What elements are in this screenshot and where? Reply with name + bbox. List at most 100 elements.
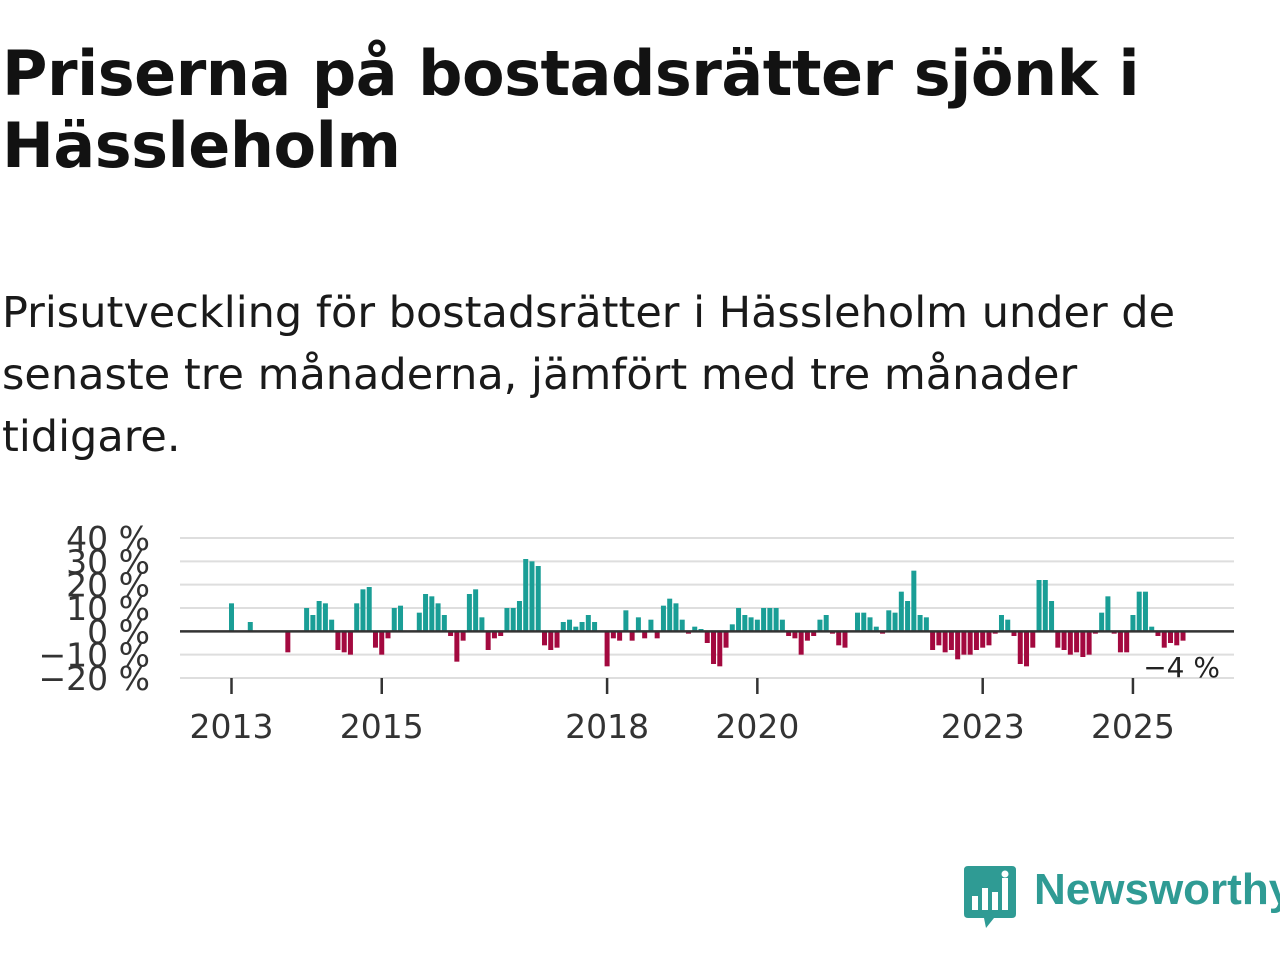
bar xyxy=(1080,631,1086,657)
bar xyxy=(742,615,748,632)
bar xyxy=(1124,631,1130,653)
bar xyxy=(391,608,397,632)
bar xyxy=(567,619,573,632)
bar xyxy=(623,610,629,632)
x-tick-label: 2023 xyxy=(941,707,1025,746)
bar xyxy=(560,622,566,632)
bar xyxy=(354,603,360,632)
bar xyxy=(579,622,585,632)
bar xyxy=(1011,631,1017,636)
bar xyxy=(648,619,654,632)
bar xyxy=(441,615,447,632)
bar xyxy=(836,631,842,646)
bar xyxy=(473,589,479,632)
bar xyxy=(1055,631,1061,648)
bar xyxy=(479,617,485,632)
bar xyxy=(1136,591,1142,632)
bar xyxy=(1099,612,1105,632)
bar xyxy=(855,612,860,632)
bar xyxy=(642,631,648,639)
bar xyxy=(1005,619,1011,632)
bar xyxy=(510,608,516,632)
bar xyxy=(704,631,710,643)
bar xyxy=(1049,601,1055,632)
bar xyxy=(592,622,598,632)
bar xyxy=(347,631,353,655)
x-tick-label: 2015 xyxy=(340,707,424,746)
bar xyxy=(448,631,454,636)
bar xyxy=(423,594,429,632)
bar xyxy=(717,631,723,667)
bar xyxy=(429,596,435,632)
bar xyxy=(861,612,867,632)
bar xyxy=(329,619,335,632)
chart-title: Priserna på bostadsrätter sjönk i Hässle… xyxy=(2,37,1140,182)
bar xyxy=(804,631,810,641)
bar xyxy=(385,631,391,639)
bar xyxy=(779,619,785,632)
bar xyxy=(961,631,967,655)
bar xyxy=(1074,631,1080,653)
bar xyxy=(886,610,892,632)
bar xyxy=(310,615,316,632)
bar xyxy=(372,631,378,648)
bar xyxy=(1168,631,1173,643)
bar xyxy=(229,603,234,632)
bar xyxy=(873,626,879,632)
bar xyxy=(973,631,979,650)
bar xyxy=(711,631,717,664)
bar xyxy=(498,631,504,636)
bar xyxy=(604,631,610,667)
bar xyxy=(948,631,954,650)
bar xyxy=(980,631,986,648)
bar xyxy=(667,598,673,632)
bar xyxy=(554,631,560,648)
y-axis-labels: 40 %30 %20 %10 %0 %−10 %−20 % xyxy=(39,519,151,698)
bar xyxy=(548,631,554,650)
bar xyxy=(1024,631,1030,667)
chart-grid xyxy=(180,537,1234,679)
bar xyxy=(1061,631,1067,650)
bar xyxy=(823,615,829,632)
bar xyxy=(610,631,616,639)
bar xyxy=(692,626,698,632)
bar xyxy=(942,631,948,653)
bar xyxy=(542,631,547,646)
bar xyxy=(1174,631,1180,646)
chart-bars xyxy=(229,559,1186,667)
bar xyxy=(773,608,779,632)
bar xyxy=(923,617,929,632)
bar xyxy=(1117,631,1123,653)
price-change-bar-chart: 40 %30 %20 %10 %0 %−10 %−20 % 2013 2015 20… xyxy=(39,519,1234,746)
bar xyxy=(360,589,366,632)
bar xyxy=(629,631,635,641)
y-tick-label: 30 % xyxy=(66,542,150,581)
bar xyxy=(491,631,497,639)
bar xyxy=(341,631,347,653)
bar xyxy=(1017,631,1023,664)
bar xyxy=(454,631,460,662)
bar xyxy=(767,608,773,632)
bar xyxy=(1149,626,1155,632)
newsworthy-logo-icon xyxy=(964,866,1016,928)
bar xyxy=(285,631,291,653)
bar xyxy=(892,612,898,632)
bar xyxy=(366,587,372,632)
bar xyxy=(798,631,804,655)
bar xyxy=(1042,580,1048,632)
bar xyxy=(917,615,923,632)
bar xyxy=(335,631,341,650)
bar xyxy=(585,615,591,632)
bar xyxy=(660,605,666,632)
chart-subtitle: Prisutveckling för bostadsrätter i Hässl… xyxy=(2,288,1176,462)
bar xyxy=(1161,631,1167,648)
bar xyxy=(304,608,310,632)
bar xyxy=(316,601,322,632)
bar xyxy=(955,631,961,660)
bar xyxy=(867,617,873,632)
bar xyxy=(930,631,936,650)
bar xyxy=(416,612,422,632)
newsworthy-logo[interactable]: Newsworthy xyxy=(964,864,1280,928)
y-tick-label: −20 % xyxy=(39,659,151,698)
bar xyxy=(1155,631,1161,636)
